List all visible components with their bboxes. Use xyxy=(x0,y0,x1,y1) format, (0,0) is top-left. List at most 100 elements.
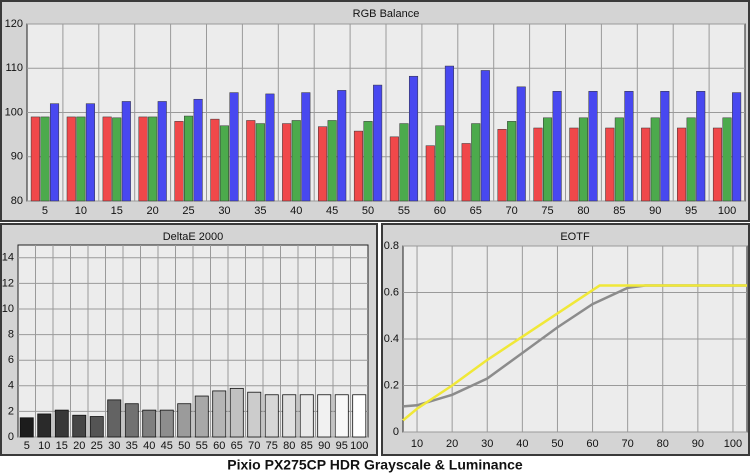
x-tick-label: 25 xyxy=(182,205,194,217)
x-tick-label: 30 xyxy=(108,440,120,452)
x-tick-label: 50 xyxy=(178,440,190,452)
x-tick-label: 40 xyxy=(143,440,155,452)
bar xyxy=(533,127,543,202)
bar xyxy=(19,417,34,438)
bar xyxy=(299,394,314,438)
x-tick-label: 60 xyxy=(213,440,225,452)
bar xyxy=(246,120,256,202)
bar xyxy=(148,116,158,202)
bar xyxy=(507,121,517,202)
x-tick-label: 50 xyxy=(551,438,563,450)
bar xyxy=(194,395,209,438)
bar xyxy=(40,116,50,202)
x-tick-label: 10 xyxy=(75,205,87,217)
x-tick-label: 45 xyxy=(161,440,173,452)
bar xyxy=(184,115,194,202)
x-tick-label: 20 xyxy=(73,440,85,452)
bar xyxy=(37,413,52,438)
bar xyxy=(85,103,95,202)
x-tick-label: 5 xyxy=(24,440,30,452)
bar xyxy=(588,91,598,202)
bar xyxy=(435,125,445,202)
x-tick-label: 95 xyxy=(685,205,697,217)
bar xyxy=(264,394,279,438)
bar xyxy=(408,75,419,202)
chart-title: EOTF xyxy=(560,231,590,243)
x-tick-label: 10 xyxy=(38,440,50,452)
bar xyxy=(497,129,507,202)
x-tick-label: 85 xyxy=(301,440,313,452)
chart-title: DeltaE 2000 xyxy=(163,231,224,243)
caption: Pixio PX275CP HDR Grayscale & Luminance xyxy=(227,457,523,473)
y-tick-label: 90 xyxy=(11,151,23,163)
bar xyxy=(265,93,275,202)
x-tick-label: 55 xyxy=(196,440,208,452)
x-tick-label: 70 xyxy=(248,440,260,452)
x-tick-label: 65 xyxy=(231,440,243,452)
y-tick-label: 110 xyxy=(5,62,23,74)
y-tick-label: 120 xyxy=(5,18,23,30)
x-tick-label: 35 xyxy=(254,205,266,217)
x-tick-label: 75 xyxy=(541,205,553,217)
bar xyxy=(480,70,490,202)
bar xyxy=(89,416,104,438)
bar xyxy=(578,117,588,202)
x-tick-label: 90 xyxy=(318,440,330,452)
bar xyxy=(112,117,122,202)
x-tick-label: 45 xyxy=(326,205,338,217)
x-tick-label: 100 xyxy=(350,440,368,452)
bar xyxy=(712,127,723,202)
x-tick-label: 90 xyxy=(692,438,704,450)
y-tick-label: 8 xyxy=(8,329,14,341)
x-tick-label: 95 xyxy=(336,440,348,452)
x-tick-label: 40 xyxy=(516,438,528,450)
y-tick-label: 4 xyxy=(8,380,14,392)
bar xyxy=(138,116,148,202)
y-tick-label: 0 xyxy=(393,426,399,438)
x-tick-label: 20 xyxy=(446,438,458,450)
bar xyxy=(353,130,364,202)
bar xyxy=(121,101,131,202)
bar xyxy=(247,391,262,438)
bar xyxy=(318,126,328,202)
x-tick-label: 100 xyxy=(718,205,736,217)
bar xyxy=(157,101,167,202)
bar xyxy=(174,121,184,202)
bar xyxy=(337,90,347,202)
bar xyxy=(516,86,526,202)
bar xyxy=(686,117,696,202)
bar xyxy=(624,91,634,202)
x-tick-label: 80 xyxy=(283,440,295,452)
x-tick-label: 40 xyxy=(290,205,302,217)
bar xyxy=(660,91,670,202)
x-tick-label: 70 xyxy=(506,205,518,217)
y-tick-label: 0 xyxy=(8,431,14,443)
y-tick-label: 12 xyxy=(2,277,14,289)
x-tick-label: 70 xyxy=(622,438,634,450)
bar xyxy=(444,65,454,202)
bar xyxy=(102,116,112,202)
x-tick-label: 25 xyxy=(91,440,103,452)
y-tick-label: 6 xyxy=(8,354,14,366)
bar xyxy=(641,127,651,202)
bar xyxy=(363,121,373,202)
x-tick-label: 20 xyxy=(147,205,159,217)
bar xyxy=(614,117,624,202)
x-tick-label: 60 xyxy=(586,438,598,450)
bar xyxy=(255,123,265,202)
bar xyxy=(30,116,40,202)
x-tick-label: 80 xyxy=(657,438,669,450)
y-tick-label: 2 xyxy=(8,405,14,417)
bar xyxy=(569,127,579,202)
bar xyxy=(193,98,203,202)
bar xyxy=(54,409,69,438)
bar xyxy=(66,116,76,202)
y-tick-label: 14 xyxy=(2,252,14,264)
bar xyxy=(352,394,367,438)
x-tick-label: 100 xyxy=(724,438,742,450)
y-tick-label: 80 xyxy=(11,195,23,207)
bar xyxy=(212,390,227,438)
x-tick-label: 50 xyxy=(362,205,374,217)
bar xyxy=(229,387,244,438)
